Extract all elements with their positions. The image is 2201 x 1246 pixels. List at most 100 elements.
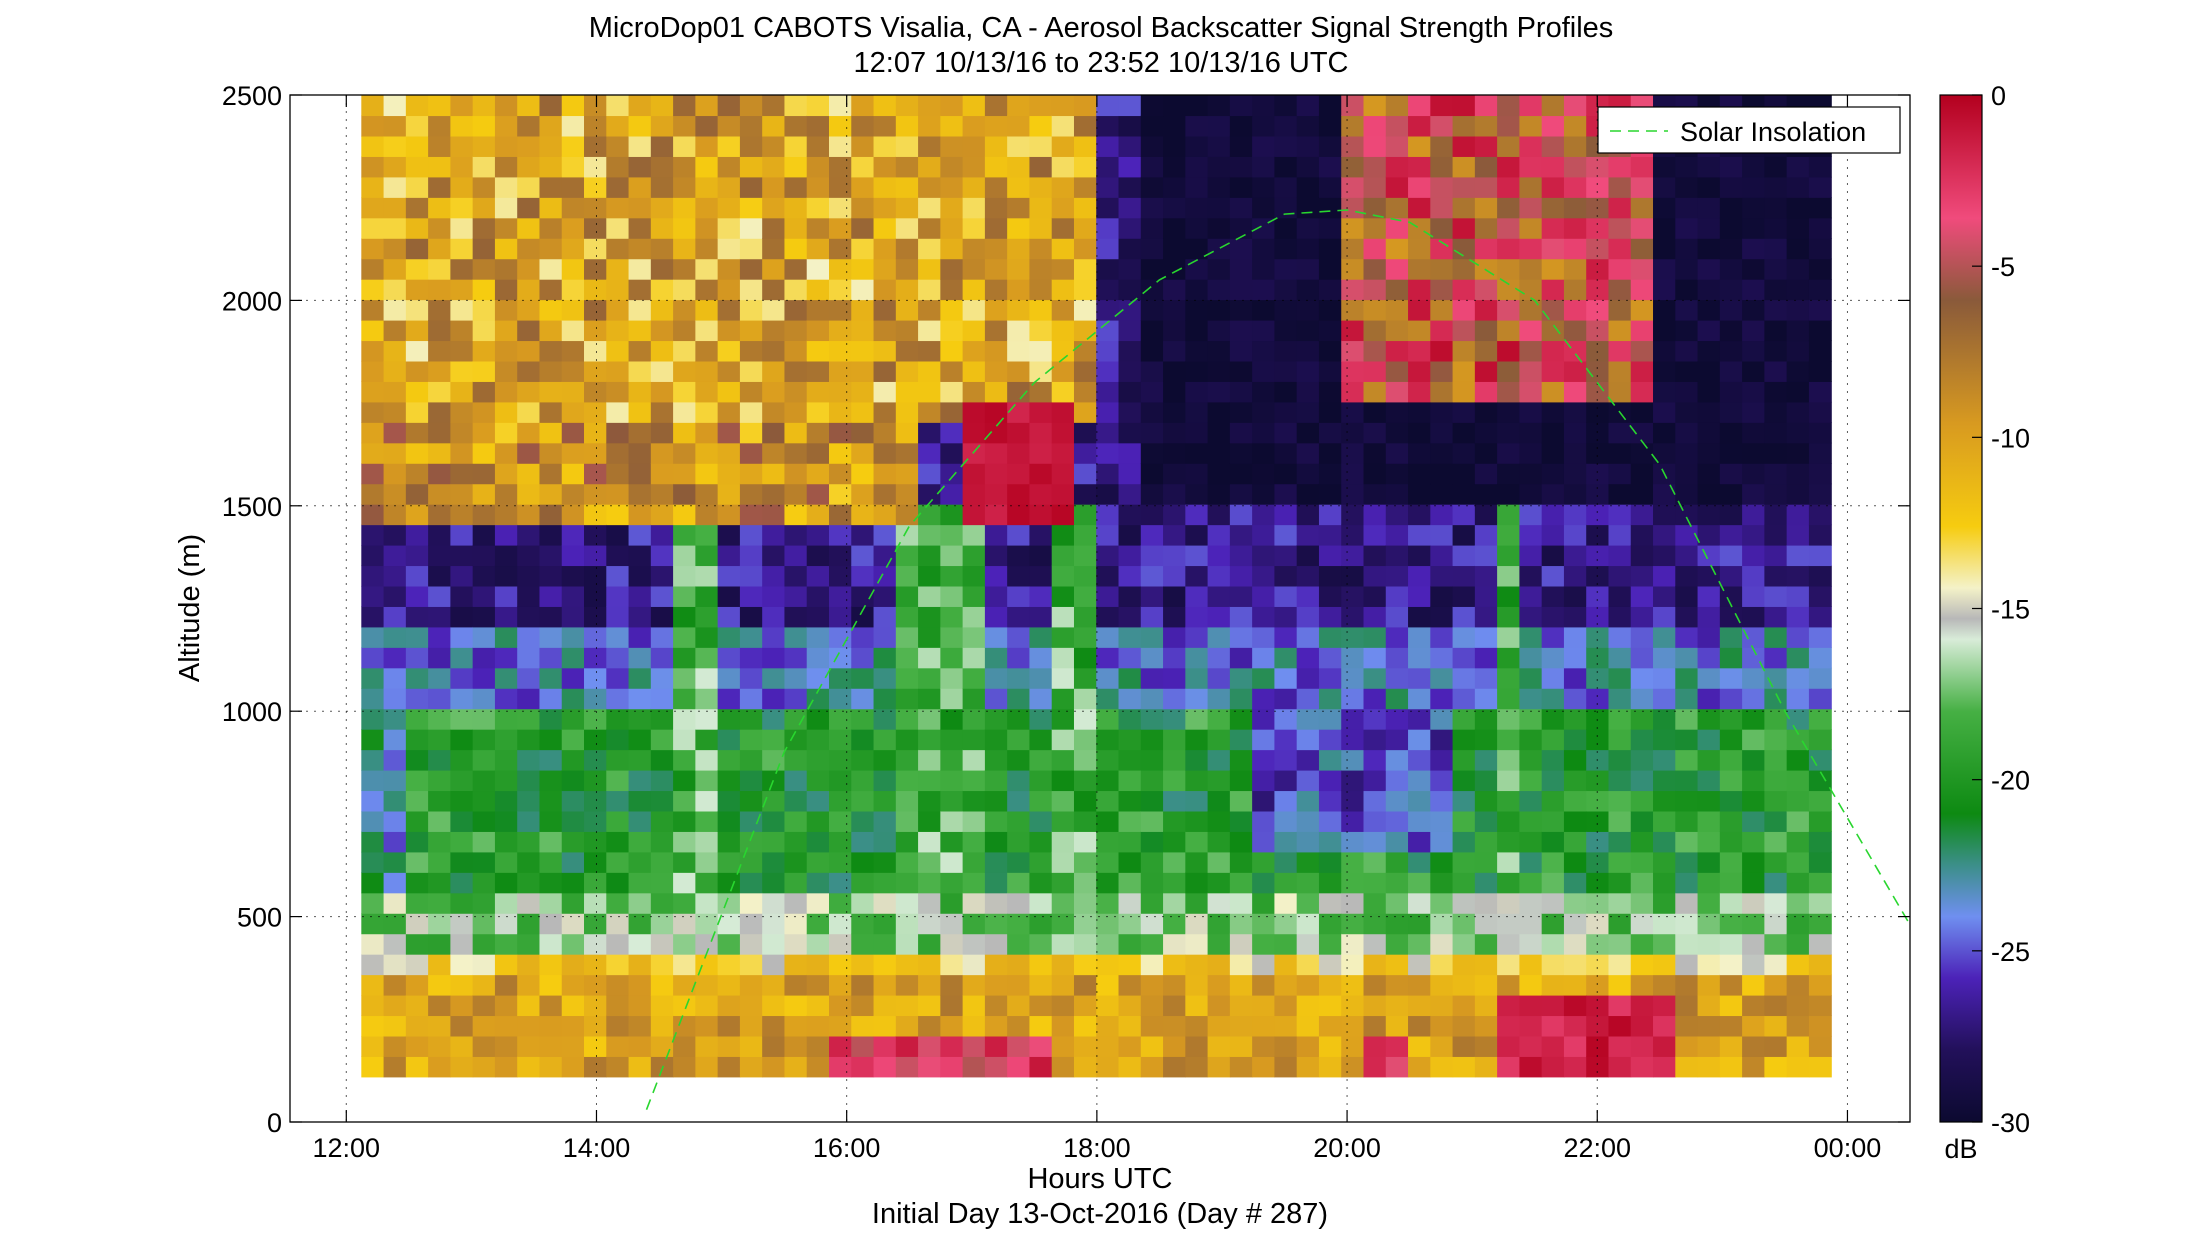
heatmap-cell (494, 647, 518, 669)
heatmap-cell (1497, 585, 1520, 607)
heatmap-cell (1653, 770, 1676, 792)
heatmap-cell (650, 401, 674, 423)
heatmap-cell (1608, 1056, 1632, 1078)
heatmap-cell (561, 279, 585, 301)
heatmap-cell (361, 585, 385, 607)
heatmap-cell (1051, 463, 1075, 485)
heatmap-cell (1185, 729, 1209, 751)
heatmap-cell (361, 994, 385, 1017)
heatmap-cell (739, 585, 763, 607)
heatmap-cell (739, 933, 763, 955)
heatmap-cell (717, 401, 741, 423)
heatmap-cell (1497, 524, 1520, 546)
heatmap-cell (1563, 258, 1587, 280)
heatmap-cell (584, 688, 607, 710)
heatmap-cell (918, 299, 941, 321)
heatmap-cell (1385, 483, 1409, 505)
heatmap-cell (984, 442, 1008, 464)
heatmap-cell (361, 545, 385, 567)
heatmap-cell (829, 401, 852, 423)
heatmap-cell (1742, 851, 1765, 873)
heatmap-cell (539, 954, 563, 976)
heatmap-cell (428, 524, 451, 546)
heatmap-cell (895, 524, 919, 546)
heatmap-cell (1719, 238, 1743, 260)
heatmap-cell (1586, 1056, 1610, 1078)
heatmap-cell (918, 320, 941, 342)
heatmap-cell (405, 688, 429, 710)
heatmap-cell (962, 585, 986, 607)
heatmap-cell (650, 442, 674, 464)
heatmap-cell (1341, 483, 1365, 505)
heatmap-cell (1808, 320, 1832, 342)
x-axis-sublabel: Initial Day 13-Oct-2016 (Day # 287) (872, 1198, 1328, 1230)
heatmap-cell (1675, 238, 1699, 260)
heatmap-cell (405, 790, 429, 812)
heatmap-cell (1786, 892, 1810, 914)
heatmap-cell (1474, 1015, 1498, 1037)
heatmap-cell (918, 729, 941, 751)
heatmap-cell (1563, 545, 1587, 567)
heatmap-cell (1274, 688, 1298, 710)
heatmap-cell (628, 933, 652, 955)
heatmap-cell (673, 545, 696, 567)
heatmap-cell (940, 381, 964, 403)
heatmap-cell (1007, 401, 1031, 423)
heatmap-cell (1630, 933, 1654, 955)
heatmap-cell (1630, 483, 1654, 505)
heatmap-cell (1163, 381, 1186, 403)
heatmap-cell (895, 156, 919, 178)
heatmap-cell (1363, 115, 1387, 137)
heatmap-cell (1764, 299, 1788, 321)
heatmap-cell (494, 565, 518, 587)
heatmap-cell (1697, 851, 1721, 873)
heatmap-cell (1185, 422, 1209, 444)
heatmap-cell (1742, 708, 1765, 730)
heatmap-cell (1719, 933, 1743, 955)
heatmap-cell (940, 238, 964, 260)
heatmap-cell (717, 115, 741, 137)
heatmap-cell (450, 401, 474, 423)
heatmap-cell (784, 851, 808, 873)
heatmap-cell (1096, 442, 1120, 464)
heatmap-cell (1497, 279, 1520, 301)
heatmap-cell (1229, 810, 1253, 832)
heatmap-cell (1697, 585, 1721, 607)
heatmap-cell (472, 422, 496, 444)
heatmap-cell (517, 606, 541, 628)
heatmap-cell (1341, 442, 1365, 464)
heatmap-cell (1296, 340, 1320, 362)
heatmap-cell (1118, 749, 1142, 771)
heatmap-cell (918, 545, 941, 567)
heatmap-cell (1007, 115, 1031, 137)
heatmap-cell (695, 851, 719, 873)
heatmap-cell (361, 810, 385, 832)
heatmap-cell (717, 647, 741, 669)
heatmap-cell (1096, 504, 1120, 526)
heatmap-cell (584, 1035, 607, 1057)
heatmap-cell (1296, 994, 1320, 1017)
heatmap-cell (873, 954, 897, 976)
heatmap-cell (1630, 176, 1654, 198)
heatmap-cell (829, 585, 852, 607)
heatmap-cell (984, 565, 1008, 587)
heatmap-cell (428, 851, 451, 873)
heatmap-cell (1586, 626, 1610, 648)
heatmap-cell (1341, 95, 1365, 117)
heatmap-cell (1229, 483, 1253, 505)
heatmap-cell (1007, 1035, 1031, 1057)
heatmap-cell (673, 770, 696, 792)
heatmap-cell (806, 933, 830, 955)
x-tick-label: 22:00 (1563, 1133, 1631, 1163)
heatmap-cell (829, 790, 852, 812)
heatmap-cell (806, 688, 830, 710)
heatmap-cell (1252, 401, 1276, 423)
heatmap-cell (717, 933, 741, 955)
heatmap-cell (1363, 545, 1387, 567)
heatmap-cell (1296, 299, 1320, 321)
heatmap-cell (1675, 647, 1699, 669)
heatmap-cell (361, 872, 385, 894)
heatmap-cell (1207, 770, 1231, 792)
heatmap-cell (1185, 913, 1209, 935)
heatmap-cell (1274, 626, 1298, 648)
